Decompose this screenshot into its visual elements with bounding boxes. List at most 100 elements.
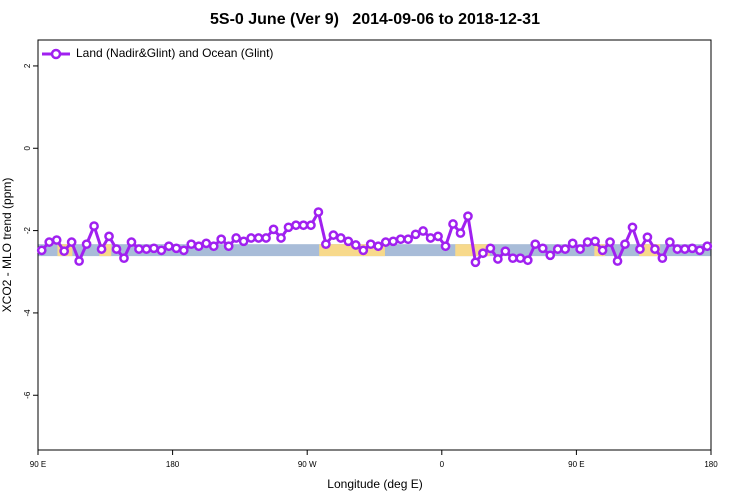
data-point <box>223 241 234 252</box>
data-point <box>216 234 227 245</box>
data-point <box>522 255 533 266</box>
data-point <box>51 235 62 245</box>
data-point <box>268 224 279 235</box>
x-tick-label: 90 W <box>298 460 317 469</box>
data-point <box>672 244 683 254</box>
data-point <box>36 245 47 256</box>
data-point <box>193 241 204 252</box>
highlight-region <box>639 244 661 257</box>
data-point <box>605 237 615 247</box>
data-point <box>141 244 152 254</box>
y-axis-label: XCO2 - MLO trend (ppm) <box>0 178 14 313</box>
data-point <box>650 244 660 254</box>
data-point <box>702 241 713 252</box>
data-point <box>418 226 428 236</box>
data-point <box>597 245 608 256</box>
data-point <box>635 244 645 254</box>
data-point <box>478 248 488 259</box>
x-tick-label: 90 E <box>568 460 584 469</box>
data-point <box>149 243 159 254</box>
data-point <box>590 236 600 247</box>
data-point <box>515 253 526 264</box>
data-point <box>134 244 144 254</box>
data-point <box>440 241 451 252</box>
data-point <box>178 245 189 256</box>
chart-title: 5S-0 June (Ver 9) 2014-09-06 to 2018-12-… <box>210 11 540 28</box>
data-point <box>126 237 137 247</box>
data-point <box>507 253 518 264</box>
data-point <box>238 236 249 247</box>
data-point <box>66 237 77 247</box>
data-point <box>493 254 503 264</box>
data-point <box>350 240 361 250</box>
data-point <box>403 234 413 245</box>
data-point <box>358 245 369 256</box>
data-point <box>313 207 324 217</box>
data-point <box>306 220 316 231</box>
data-point <box>560 244 571 254</box>
data-point <box>433 231 443 242</box>
data-point <box>253 233 264 243</box>
data-point <box>448 219 458 229</box>
data-point <box>463 211 473 222</box>
data-point <box>500 246 511 257</box>
y-tick-label: -2 <box>23 226 32 234</box>
data-point <box>119 253 129 264</box>
x-tick-label: 180 <box>166 460 180 469</box>
data-point <box>104 231 114 242</box>
data-point <box>388 236 399 247</box>
data-point <box>530 239 541 250</box>
data-point <box>111 244 122 254</box>
data-point <box>455 228 466 238</box>
data-point <box>380 237 391 247</box>
data-point <box>186 239 197 250</box>
x-tick-label: 90 E <box>30 460 46 469</box>
data-point <box>537 243 548 254</box>
data-point <box>627 222 638 233</box>
data-point <box>208 241 219 252</box>
data-point <box>291 220 301 231</box>
data-point <box>395 234 406 245</box>
data-point <box>298 220 309 231</box>
y-tick-label: -6 <box>23 391 32 399</box>
data-point <box>276 233 286 243</box>
data-point <box>657 253 668 264</box>
data-point <box>679 244 690 254</box>
highlight-region <box>319 244 385 257</box>
y-tick-label: 2 <box>23 63 32 68</box>
data-point <box>410 229 421 240</box>
data-point <box>328 230 339 240</box>
data-point <box>373 241 384 252</box>
legend-label: Land (Nadir&Glint) and Ocean (Glint) <box>76 46 273 60</box>
data-point <box>201 238 212 249</box>
data-point <box>545 250 556 261</box>
data-point <box>425 233 436 243</box>
data-point <box>89 221 99 231</box>
data-point <box>687 243 698 254</box>
data-point <box>283 222 294 233</box>
x-tick-label: 0 <box>440 460 445 469</box>
data-point <box>231 233 242 243</box>
data-point <box>59 246 70 257</box>
data-point <box>261 233 271 243</box>
data-point <box>336 233 346 243</box>
data-point <box>470 257 481 268</box>
data-point <box>642 232 653 243</box>
legend-marker <box>50 48 62 60</box>
data-point <box>694 245 705 256</box>
x-axis-label: Longitude (deg E) <box>327 477 422 491</box>
data-point <box>156 245 167 256</box>
data-point <box>365 239 376 250</box>
data-point <box>74 256 84 266</box>
data-point <box>612 256 623 266</box>
data-point <box>665 237 675 247</box>
data-point <box>164 241 174 252</box>
data-point <box>620 239 630 250</box>
data-point <box>343 236 354 247</box>
data-point <box>246 233 256 243</box>
data-point <box>552 244 563 254</box>
y-tick-label: -4 <box>23 309 32 317</box>
data-point <box>44 237 55 247</box>
data-point <box>567 238 578 249</box>
